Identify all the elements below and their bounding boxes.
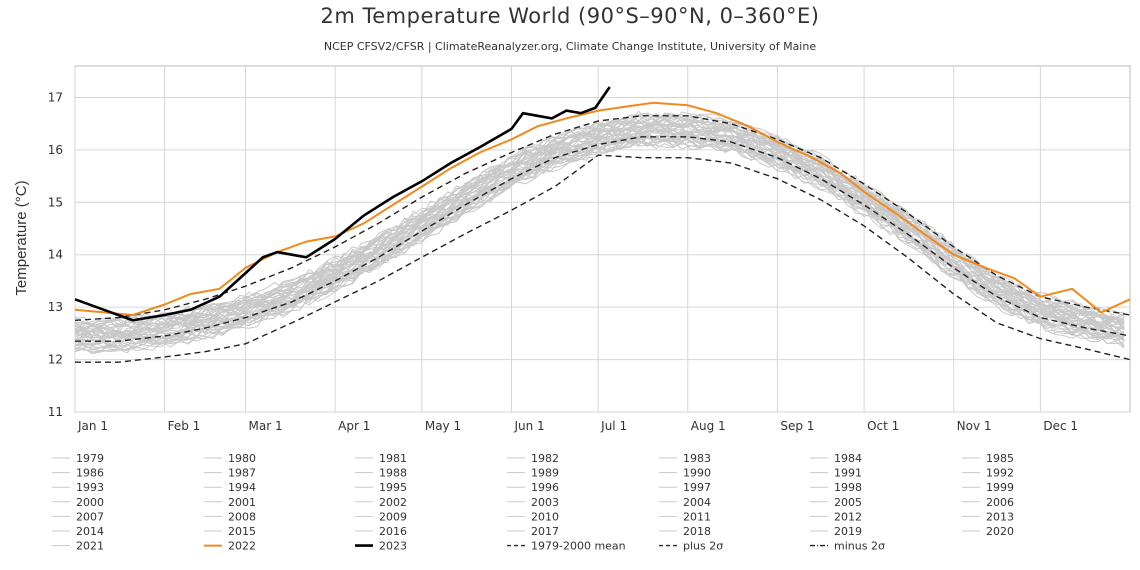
legend-label-2009: 2009 (379, 510, 407, 523)
series-line-2021 (74, 110, 1125, 325)
series-line-2012 (74, 119, 1125, 333)
series-line-2017 (74, 113, 1125, 330)
chart-title: 2m Temperature World (90°S–90°N, 0–360°E… (320, 4, 820, 28)
legend-label-1999: 1999 (986, 481, 1014, 494)
series-line-1984 (74, 136, 1125, 351)
series-line-plus-2- (74, 115, 1131, 321)
series-line-minus-2- (75, 154, 1131, 363)
series-line-1983 (74, 136, 1125, 350)
legend-label-2017: 2017 (531, 525, 559, 538)
x-tick-label: Jun 1 (513, 419, 544, 433)
legend-label-2012: 2012 (834, 510, 862, 523)
legend-label-1985: 1985 (986, 452, 1014, 465)
y-tick-label: 13 (48, 300, 63, 314)
legend-label-2014: 2014 (76, 525, 104, 538)
y-tick-label: 12 (48, 353, 63, 367)
legend-label-1980: 1980 (228, 452, 256, 465)
series-line-1985 (74, 135, 1125, 351)
legend-label-2018: 2018 (683, 525, 711, 538)
x-tick-label: May 1 (425, 419, 461, 433)
series-line-2020 (74, 111, 1125, 325)
legend-label-minus-2-: minus 2σ (834, 540, 885, 553)
legend-label-2008: 2008 (228, 510, 256, 523)
legend-label-plus-2-: plus 2σ (683, 540, 723, 553)
series-line-2019 (74, 112, 1125, 328)
x-tick-label: Oct 1 (867, 419, 899, 433)
series-line-1991 (74, 130, 1125, 347)
legend-label-1982: 1982 (531, 452, 559, 465)
legend-label-2023: 2023 (379, 540, 407, 553)
legend-label-2000: 2000 (76, 496, 104, 509)
legend-label-2022: 2022 (228, 540, 256, 553)
series-line-1986 (74, 133, 1125, 348)
legend-label-1992: 1992 (986, 467, 1014, 480)
x-tick-label: Jan 1 (77, 419, 108, 433)
x-tick-label: Apr 1 (338, 419, 370, 433)
plot-frame (74, 65, 1131, 413)
x-tick-label: Aug 1 (691, 419, 726, 433)
legend-label-2013: 2013 (986, 510, 1014, 523)
legend-label-2002: 2002 (379, 496, 407, 509)
x-tick-label: Feb 1 (168, 419, 201, 433)
legend-label-1989: 1989 (531, 467, 559, 480)
legend-label-2001: 2001 (228, 496, 256, 509)
legend-label-1983: 1983 (683, 452, 711, 465)
legend-label-1994: 1994 (228, 481, 256, 494)
y-tick-label: 11 (48, 405, 63, 419)
legend-label-1991: 1991 (834, 467, 862, 480)
x-tick-label: Mar 1 (249, 419, 283, 433)
series-line-1987 (74, 134, 1125, 349)
x-tick-label: Jul 1 (600, 419, 627, 433)
y-tick-label: 14 (48, 248, 63, 262)
legend-label-1988: 1988 (379, 467, 407, 480)
x-tick-label: Dec 1 (1043, 419, 1078, 433)
legend-label-2016: 2016 (379, 525, 407, 538)
legend-label-1990: 1990 (683, 467, 711, 480)
chart-subtitle: NCEP CFSV2/CFSR | ClimateReanalyzer.org,… (323, 40, 817, 53)
legend-label-2015: 2015 (228, 525, 256, 538)
legend-label-2021: 2021 (76, 540, 104, 553)
legend-label-1979: 1979 (76, 452, 104, 465)
legend-label-1987: 1987 (228, 467, 256, 480)
legend-label-1997: 1997 (683, 481, 711, 494)
legend-label-1996: 1996 (531, 481, 559, 494)
series-line-2022 (74, 101, 1131, 317)
y-tick-label: 15 (48, 195, 63, 209)
x-tick-label: Nov 1 (957, 419, 992, 433)
legend-label-2005: 2005 (834, 496, 862, 509)
legend-label-2010: 2010 (531, 510, 559, 523)
legend-label-2011: 2011 (683, 510, 711, 523)
y-tick-label: 17 (48, 90, 63, 104)
legend-label-1984: 1984 (834, 452, 862, 465)
legend-label-1986: 1986 (76, 467, 104, 480)
legend-label-2003: 2003 (531, 496, 559, 509)
y-tick-label: 16 (48, 143, 63, 157)
legend-label-1979-2000-mean: 1979-2000 mean (531, 540, 626, 553)
legend-label-2007: 2007 (76, 510, 104, 523)
y-axis-label: Temperature (°C) (13, 180, 30, 295)
legend-label-1993: 1993 (76, 481, 104, 494)
legend-label-2020: 2020 (986, 525, 1014, 538)
legend-label-1998: 1998 (834, 481, 862, 494)
series-line-1979-2000-mean (75, 136, 1131, 342)
series-line-2023 (74, 86, 611, 322)
legend-label-1981: 1981 (379, 452, 407, 465)
legend-label-1995: 1995 (379, 481, 407, 494)
series-line-2018 (74, 113, 1125, 328)
legend-label-2004: 2004 (683, 496, 711, 509)
x-tick-label: Sep 1 (780, 419, 814, 433)
legend-label-2019: 2019 (834, 525, 862, 538)
legend-label-2006: 2006 (986, 496, 1014, 509)
